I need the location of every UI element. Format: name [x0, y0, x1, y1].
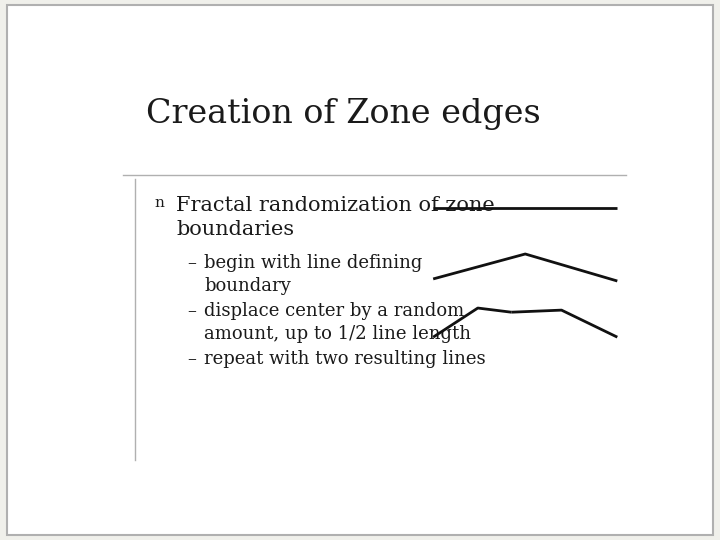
- Text: displace center by a random
amount, up to 1/2 line length: displace center by a random amount, up t…: [204, 302, 472, 343]
- Text: Creation of Zone edges: Creation of Zone edges: [145, 98, 541, 130]
- Text: –: –: [188, 302, 197, 320]
- Text: Fractal randomization of zone
boundaries: Fractal randomization of zone boundaries: [176, 196, 495, 239]
- Text: n: n: [154, 196, 164, 210]
- Text: –: –: [188, 254, 197, 272]
- Text: repeat with two resulting lines: repeat with two resulting lines: [204, 349, 486, 368]
- Text: begin with line defining
boundary: begin with line defining boundary: [204, 254, 423, 295]
- Text: –: –: [188, 349, 197, 368]
